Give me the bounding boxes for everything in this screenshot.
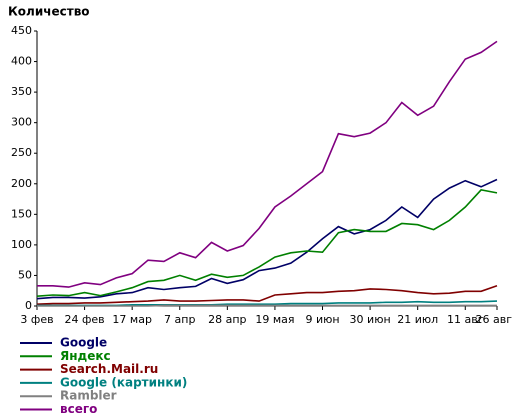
- y-tick-label: 300: [11, 116, 32, 129]
- y-tick-label: 450: [11, 24, 32, 37]
- x-tick-label: 26 авг: [476, 313, 513, 326]
- legend-label: всего: [60, 402, 97, 416]
- legend-label: Google (картинки): [60, 375, 187, 389]
- x-tick-label: 9 июн: [305, 313, 339, 326]
- x-tick-label: 11 авг: [447, 313, 484, 326]
- x-tick-label: 3 фев: [20, 313, 53, 326]
- y-tick-label: 150: [11, 207, 32, 220]
- x-tick-label: 30 июн: [350, 313, 391, 326]
- series-line: [36, 178, 498, 300]
- chart-title: Количество: [8, 5, 90, 19]
- y-tick-label: 50: [18, 268, 32, 281]
- x-tick-label: 17 мар: [112, 313, 152, 326]
- x-tick-label: 7 апр: [164, 313, 195, 326]
- x-tick-label: 28 апр: [208, 313, 246, 326]
- y-tick-label: 200: [11, 177, 32, 190]
- x-tick-label: 21 июл: [397, 313, 438, 326]
- y-tick-label: 350: [11, 85, 32, 98]
- x-tick-label: 19 мая: [255, 313, 294, 326]
- y-tick-label: 0: [25, 299, 32, 312]
- series-line: [37, 304, 497, 307]
- y-tick-label: 400: [11, 55, 32, 68]
- x-tick-label: 24 фев: [65, 313, 105, 326]
- y-tick-label: 250: [11, 146, 32, 159]
- series-line: [36, 285, 498, 305]
- y-tick-label: 100: [11, 238, 32, 251]
- series-line: [37, 40, 498, 288]
- legend-label: Яндекс: [60, 349, 111, 363]
- series-line: [36, 189, 498, 297]
- legend-label: Google: [60, 336, 107, 350]
- legend-label: Rambler: [60, 389, 117, 403]
- legend-label: Search.Mail.ru: [60, 362, 158, 376]
